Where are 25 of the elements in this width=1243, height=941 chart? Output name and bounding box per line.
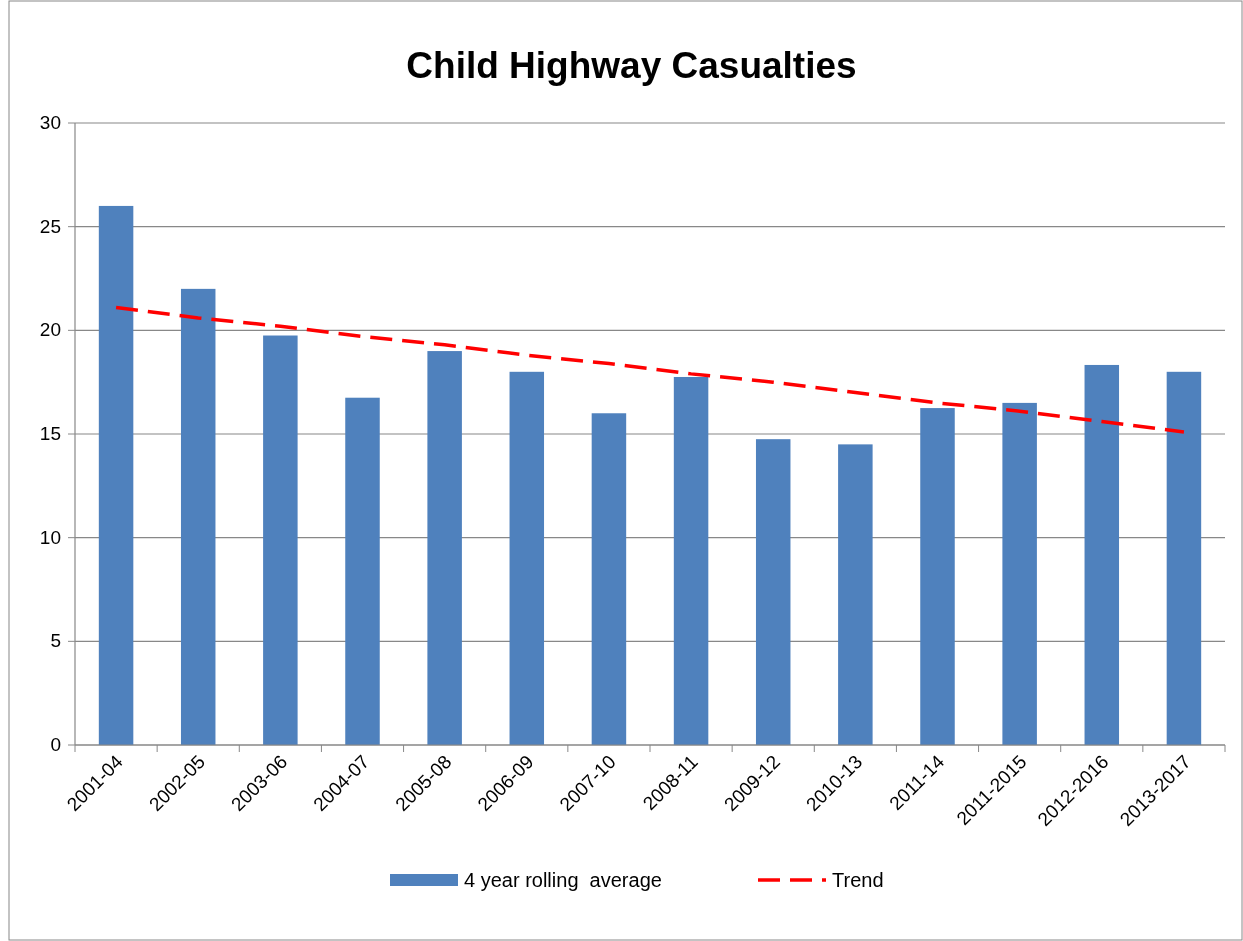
bar	[180, 288, 216, 745]
bar	[920, 408, 955, 745]
bar	[838, 444, 873, 745]
bar	[509, 371, 545, 745]
line-series	[114, 305, 1186, 434]
bar	[1002, 402, 1037, 745]
bar	[673, 376, 709, 745]
legend-label: 4 year rolling average	[464, 869, 662, 891]
y-tick-label: 15	[39, 423, 61, 444]
bar	[1166, 371, 1202, 745]
y-tick-label: 20	[39, 319, 61, 341]
chart-title: Child Highway Casualties	[406, 45, 857, 86]
y-tick-label: 5	[50, 630, 61, 652]
bar	[427, 351, 462, 745]
bar	[263, 335, 298, 745]
bar	[591, 413, 627, 745]
bar	[345, 397, 380, 745]
y-tick-label: 30	[39, 112, 61, 133]
y-tick-label: 25	[39, 215, 61, 237]
bar	[755, 439, 791, 745]
legend-label: Trend	[832, 869, 884, 891]
bar	[98, 205, 134, 745]
bar	[1084, 364, 1120, 745]
y-tick-label: 10	[39, 526, 61, 548]
y-tick-label: 0	[50, 734, 61, 755]
